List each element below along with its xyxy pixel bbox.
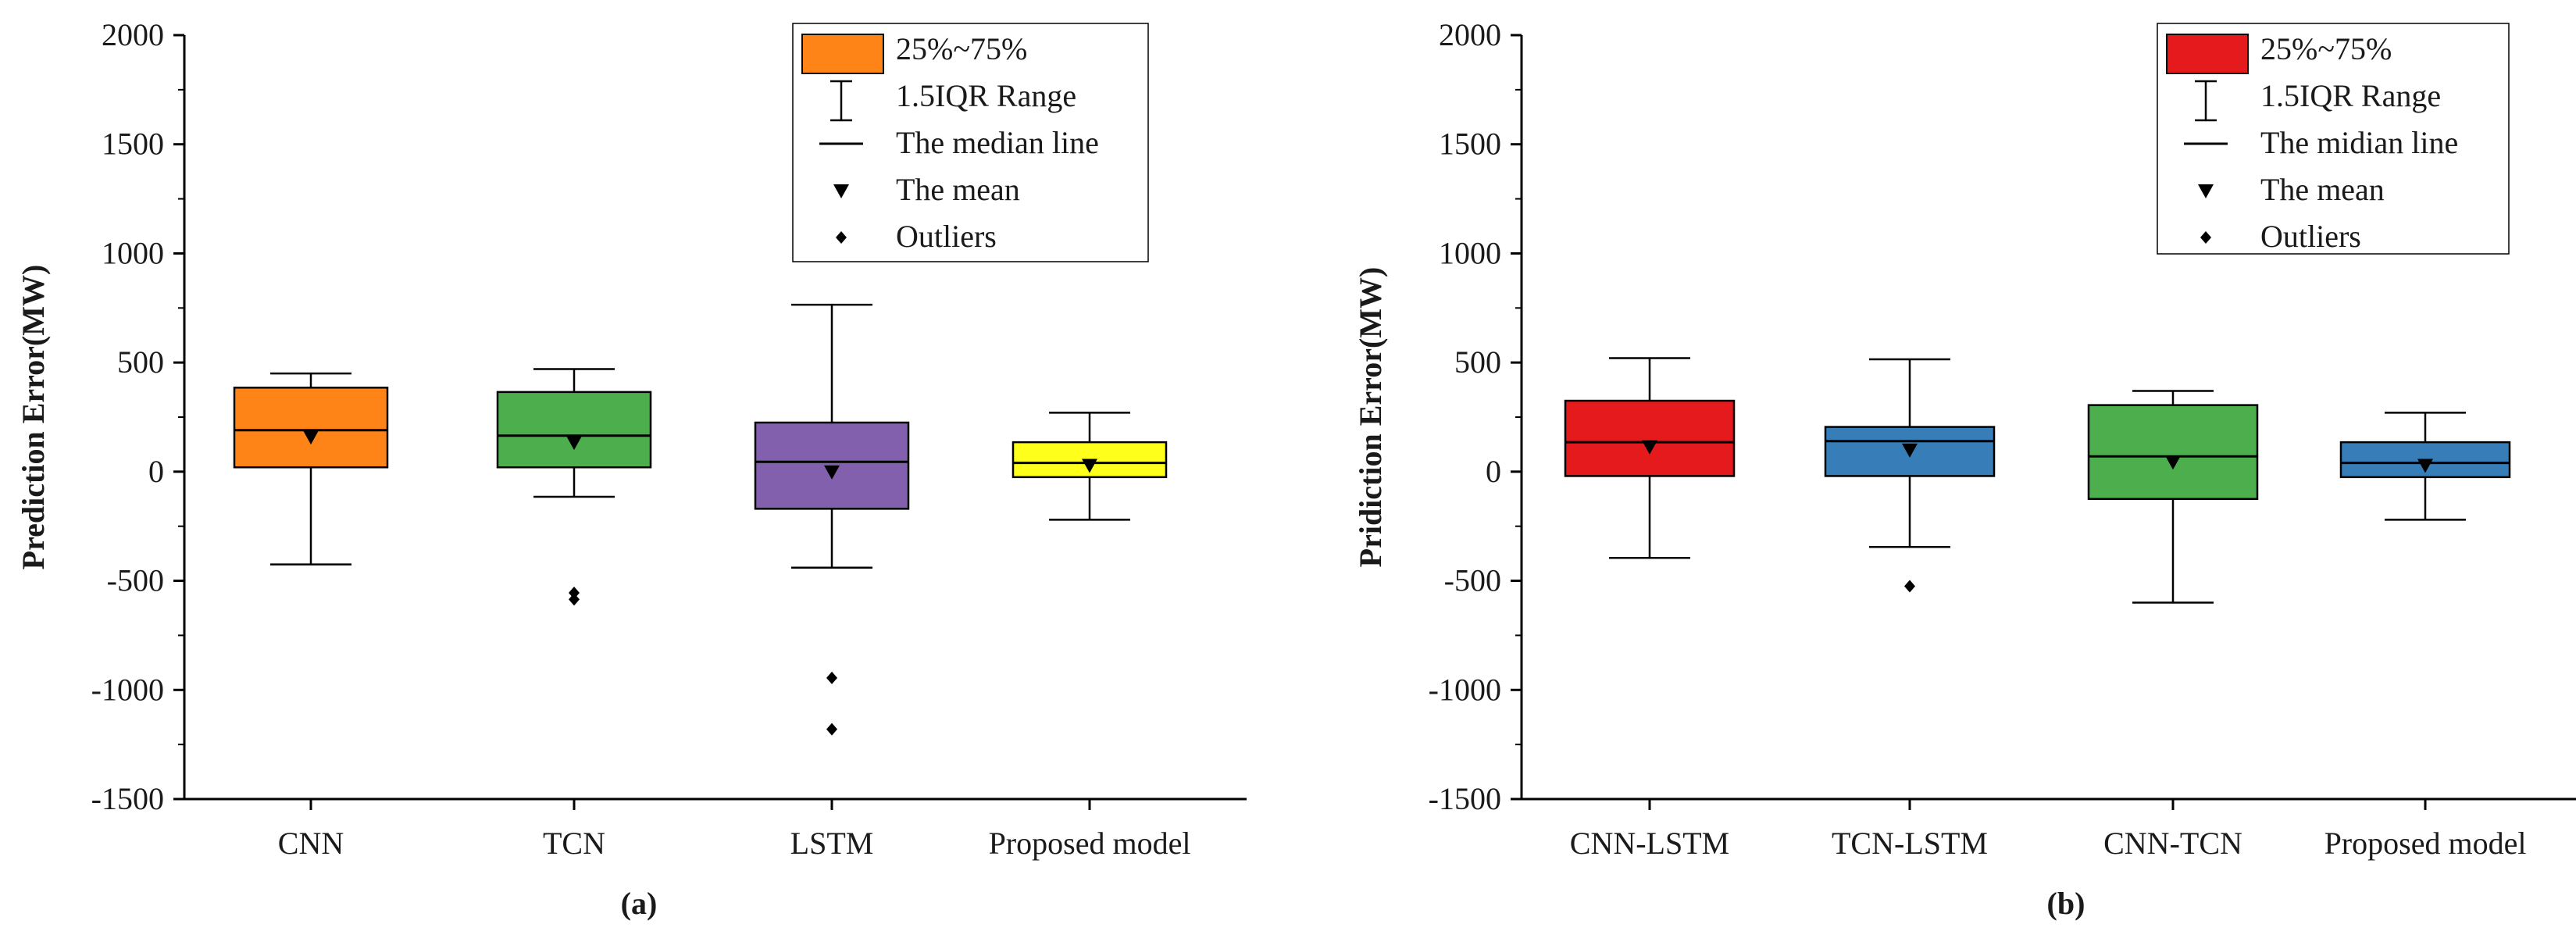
chart-panel-1: -1500 -1000 -500 0 500 1000 1500 2000 Prediction… [16,17,1247,921]
x-tick-label: CNN [278,826,344,861]
legend-mean-symbol [2198,184,2214,198]
mean-marker [1642,440,1657,455]
panel-caption: (a) [621,886,658,921]
y-tick-label: -1000 [91,672,164,707]
mean-marker [303,430,319,445]
y-tick-label: 0 [1486,454,1501,489]
mean-marker [1082,459,1097,473]
y-tick-label: -1500 [91,781,164,816]
y-tick-label: 1500 [102,127,164,162]
box-3 [2339,412,2511,521]
y-tick-label: -500 [1444,563,1501,598]
mean-marker [1902,443,1918,458]
x-tick-label: CNN-TCN [2103,826,2242,861]
y-tick-label: 1500 [1439,127,1501,162]
legend: 25%~75% 1.5IQR Range The median line The me… [792,23,1149,262]
y-axis-label: Prediction Error(MW) [16,265,51,570]
x-tick-label: TCN [543,826,605,861]
legend-item-label: 25%~75% [896,31,1027,66]
outlier-point [1904,580,1915,593]
legend-item-label: Outliers [896,219,997,254]
iqr-box [1564,399,1736,477]
y-tick-label: 1000 [102,235,164,270]
iqr-box [2087,404,2259,501]
legend-item-label: The mean [2260,172,2385,207]
outlier-point [569,593,580,606]
iqr-box [233,387,389,469]
legend-outlier-symbol [836,231,847,244]
x-tick-label: Proposed model [989,826,1191,861]
y-axis-label: Pridiction Error(MW) [1353,267,1388,568]
legend-item-label: The median line [896,125,1099,160]
x-tick-label: Proposed model [2324,826,2527,861]
outlier-point [826,723,837,736]
y-tick-label: 500 [117,344,164,380]
y-tick-label: 2000 [1439,17,1501,52]
y-tick-label: -500 [107,563,164,598]
legend: 25%~75% 1.5IQR Range The midian line The me… [2157,23,2510,255]
y-tick-label: -1500 [1429,781,1501,816]
legend-item-label: Outliers [2260,219,2361,254]
mean-marker [2165,455,2181,470]
chart-panel-2: -1500 -1000 -500 0 500 1000 1500 2000 Pridiction… [1353,17,2576,921]
y-tick-label: -1000 [1429,672,1501,707]
mean-marker [2417,459,2433,473]
box-1 [1824,358,1996,593]
outlier-point [826,671,837,684]
y-tick-label: 500 [1454,344,1501,380]
legend-item-label: The mean [896,172,1020,207]
box-1 [496,368,652,606]
y-tick-label: 1000 [1439,235,1501,270]
outlier-point [569,586,580,599]
x-tick-label: CNN-LSTM [1570,826,1729,861]
y-tick-label: 2000 [102,17,164,52]
legend-item-label: The midian line [2260,125,2458,160]
legend-swatch [2166,34,2249,74]
legend-item-label: 1.5IQR Range [896,78,1076,113]
box-3 [1011,412,1168,521]
legend-mean-symbol [833,184,849,198]
legend-item-label: 25%~75% [2260,31,2392,66]
mean-marker [824,465,840,480]
mean-marker [566,436,582,451]
box-2 [2087,390,2259,604]
legend-outlier-symbol [2200,231,2211,244]
y-tick-label: 0 [148,454,164,489]
x-tick-label: TCN-LSTM [1832,826,1988,861]
iqr-box [496,391,652,469]
legend-item-label: 1.5IQR Range [2260,78,2441,113]
legend-swatch [801,34,884,74]
panel-caption: (b) [2047,886,2085,921]
box-0 [1564,357,1736,559]
box-0 [233,372,389,566]
box-2 [754,303,910,736]
x-tick-label: LSTM [790,826,874,861]
